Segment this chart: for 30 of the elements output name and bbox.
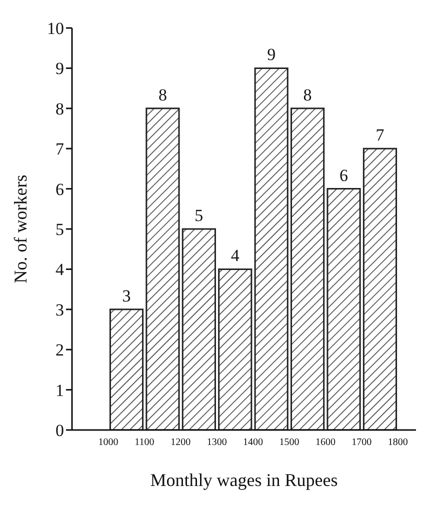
data-label: 8 bbox=[158, 85, 167, 104]
y-tick-label: 9 bbox=[56, 59, 64, 78]
y-tick-label: 7 bbox=[56, 140, 64, 159]
y-tick-label: 4 bbox=[56, 260, 64, 280]
data-label: 9 bbox=[267, 45, 276, 64]
data-label: 7 bbox=[376, 126, 385, 145]
y-axis-title: No. of workers bbox=[10, 174, 30, 284]
x-tick-label: 1000 bbox=[98, 437, 118, 448]
x-tick-label: 1600 bbox=[315, 437, 336, 448]
y-tick-label: 6 bbox=[56, 180, 64, 199]
y-tick-label: 2 bbox=[56, 340, 64, 360]
y-tick-label: 5 bbox=[56, 220, 64, 240]
x-tick-label: 1300 bbox=[206, 437, 227, 448]
data-label: 5 bbox=[194, 206, 204, 225]
x-tick-label: 1500 bbox=[279, 437, 300, 448]
y-tick-label: 1 bbox=[56, 380, 64, 400]
y-tick-label: 3 bbox=[56, 300, 64, 320]
data-label: 8 bbox=[303, 85, 312, 104]
data-label: 3 bbox=[122, 286, 131, 306]
x-tick-label: 1800 bbox=[388, 437, 408, 448]
x-tick-label: 1200 bbox=[170, 437, 191, 448]
y-tick-label: 10 bbox=[47, 19, 64, 38]
y-tick-label: 0 bbox=[56, 421, 64, 440]
y-tick-label: 8 bbox=[56, 99, 64, 118]
data-label: 4 bbox=[230, 246, 240, 266]
x-tick-label: 1400 bbox=[243, 437, 264, 448]
data-label: 6 bbox=[340, 166, 348, 185]
x-tick-label: 1100 bbox=[134, 437, 154, 448]
x-tick-label: 1700 bbox=[352, 437, 372, 448]
x-axis-title: Monthly wages in Rupees bbox=[150, 470, 338, 490]
